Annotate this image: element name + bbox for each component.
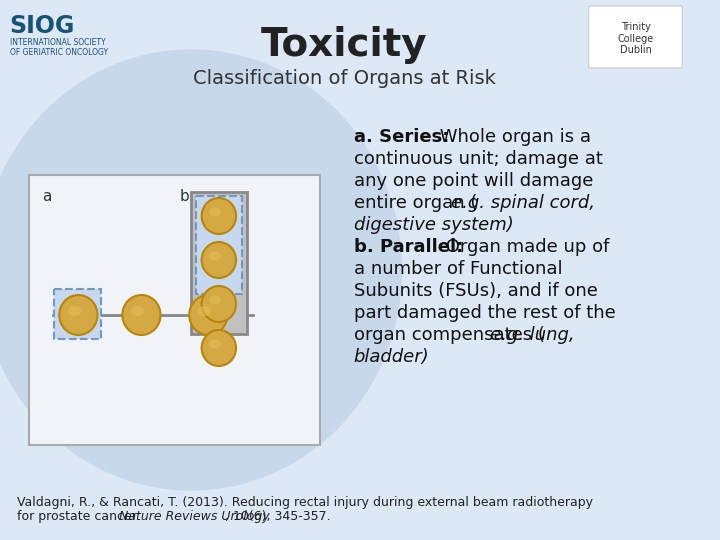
Ellipse shape — [68, 306, 81, 316]
Ellipse shape — [131, 306, 144, 316]
Text: a. Series:: a. Series: — [354, 128, 449, 146]
Text: SIOG: SIOG — [9, 14, 75, 38]
Ellipse shape — [198, 306, 211, 316]
Text: e.g. spinal cord,: e.g. spinal cord, — [451, 194, 595, 212]
FancyBboxPatch shape — [29, 175, 320, 445]
FancyBboxPatch shape — [53, 289, 102, 339]
Text: Toxicity: Toxicity — [261, 26, 428, 64]
FancyBboxPatch shape — [196, 196, 242, 294]
Text: Organ made up of: Organ made up of — [440, 238, 609, 256]
Circle shape — [202, 198, 236, 234]
Text: entire organ (: entire organ ( — [354, 194, 477, 212]
Text: e.g. lung,: e.g. lung, — [490, 326, 575, 344]
Text: Whole organ is a: Whole organ is a — [434, 128, 591, 146]
Text: digestive system): digestive system) — [354, 216, 513, 234]
Text: Nature Reviews Urology: Nature Reviews Urology — [119, 510, 269, 523]
Text: b: b — [180, 189, 189, 204]
Text: part damaged the rest of the: part damaged the rest of the — [354, 304, 616, 322]
Ellipse shape — [209, 252, 221, 260]
Text: Subunits (FSUs), and if one: Subunits (FSUs), and if one — [354, 282, 598, 300]
FancyBboxPatch shape — [589, 6, 683, 68]
Circle shape — [202, 330, 236, 366]
FancyBboxPatch shape — [191, 192, 246, 334]
Text: b. Parallel:: b. Parallel: — [354, 238, 463, 256]
Text: organ compensates (: organ compensates ( — [354, 326, 544, 344]
Text: Trinity
College
Dublin: Trinity College Dublin — [617, 22, 654, 55]
Text: a: a — [42, 189, 51, 204]
Circle shape — [189, 295, 228, 335]
Ellipse shape — [209, 207, 221, 217]
Ellipse shape — [209, 340, 221, 348]
Text: a number of Functional: a number of Functional — [354, 260, 562, 278]
Circle shape — [59, 295, 97, 335]
Ellipse shape — [209, 295, 221, 305]
Circle shape — [122, 295, 161, 335]
Circle shape — [0, 50, 401, 490]
Text: continuous unit; damage at: continuous unit; damage at — [354, 150, 603, 168]
Text: for prostate cancer.: for prostate cancer. — [17, 510, 144, 523]
Text: INTERNATIONAL SOCIETY
OF GERIATRIC ONCOLOGY: INTERNATIONAL SOCIETY OF GERIATRIC ONCOL… — [9, 38, 108, 57]
Circle shape — [202, 242, 236, 278]
Text: Valdagni, R., & Rancati, T. (2013). Reducing rectal injury during external beam : Valdagni, R., & Rancati, T. (2013). Redu… — [17, 496, 593, 509]
Text: Classification of Organs at Risk: Classification of Organs at Risk — [192, 69, 495, 87]
Text: any one point will damage: any one point will damage — [354, 172, 593, 190]
Text: bladder): bladder) — [354, 348, 429, 366]
Circle shape — [202, 286, 236, 322]
Text: , 10(6), 345-357.: , 10(6), 345-357. — [225, 510, 330, 523]
